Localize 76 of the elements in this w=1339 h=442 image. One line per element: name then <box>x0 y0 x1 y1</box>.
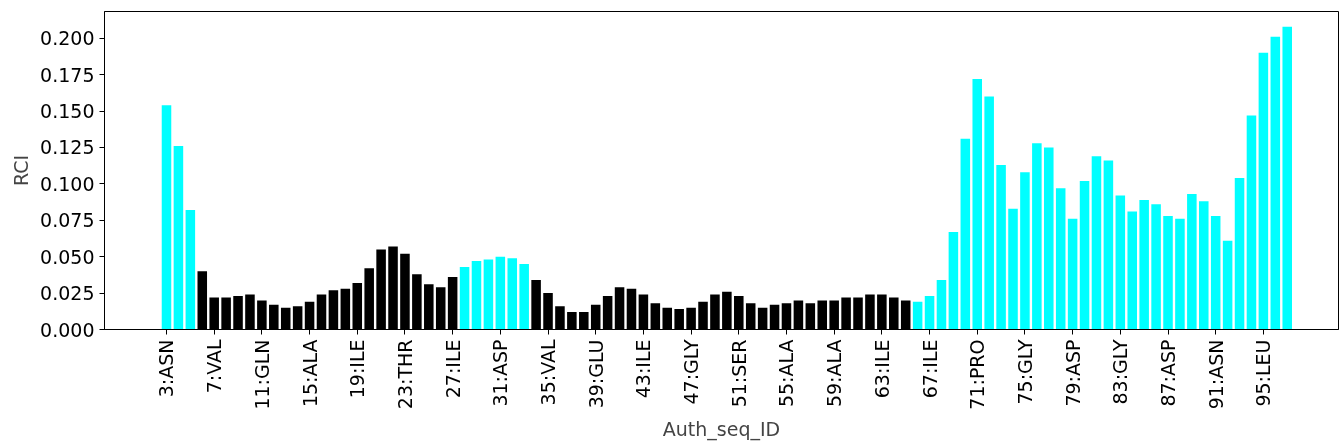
y-tick-label: 0.050 <box>40 245 95 268</box>
x-tick-label: 59:ALA <box>823 339 846 408</box>
x-tick-label: 75:GLY <box>1013 339 1036 405</box>
x-tick-label: 51:SER <box>727 339 750 408</box>
bar <box>1282 26 1292 330</box>
y-tick-label: 0.175 <box>40 63 95 86</box>
x-tick-label: 27:ILE <box>441 339 464 399</box>
x-tick-label: 39:GLU <box>584 339 607 409</box>
bar <box>1270 36 1281 330</box>
bar <box>1103 160 1114 330</box>
y-tick-label: 0.100 <box>40 172 95 195</box>
x-tick-label: 15:ALA <box>298 339 321 408</box>
bar <box>471 261 482 330</box>
x-tick-label: 91:ASN <box>1204 339 1227 410</box>
x-tick-label: 7:VAL <box>203 339 226 394</box>
bar <box>1199 201 1209 330</box>
bar <box>1008 208 1018 330</box>
bar <box>1139 199 1149 330</box>
bar <box>1044 147 1054 330</box>
bar <box>507 258 518 330</box>
bar <box>1032 143 1042 330</box>
bar <box>185 210 196 330</box>
x-tick-label: 23:THR <box>393 339 416 410</box>
x-tick-label: 31:ASP <box>489 339 512 407</box>
y-tick-label: 0.075 <box>40 209 95 232</box>
y-tick-label: 0.125 <box>40 136 95 159</box>
x-tick-label: 43:ILE <box>632 339 655 399</box>
y-tick-label: 0.000 <box>40 318 95 341</box>
bar <box>1234 178 1245 330</box>
bar <box>948 231 959 330</box>
x-tick-label: 19:ILE <box>346 339 369 399</box>
x-tick-label: 55:ALA <box>775 339 798 408</box>
bar <box>1163 215 1173 330</box>
bar <box>519 263 529 330</box>
bar <box>924 296 935 330</box>
bar <box>984 96 994 330</box>
x-tick-label: 71:PRO <box>966 339 989 410</box>
y-tick-label: 0.200 <box>40 27 95 50</box>
x-tick-label: 47:GLY <box>680 339 703 405</box>
bar <box>1222 240 1233 330</box>
bar <box>1258 52 1269 330</box>
bar <box>1079 180 1090 330</box>
x-tick-label: 79:ASP <box>1061 339 1084 407</box>
bar <box>996 164 1006 330</box>
bar <box>1187 194 1197 330</box>
bar <box>1091 156 1102 330</box>
bar <box>936 279 947 330</box>
bar <box>459 266 470 330</box>
x-tick-label: 95:LEU <box>1252 339 1275 407</box>
x-tick-label: 67:ILE <box>918 339 941 399</box>
bar <box>1175 218 1185 330</box>
bar <box>912 301 923 330</box>
bar <box>1210 215 1221 330</box>
bar <box>960 138 971 330</box>
bar <box>1055 188 1066 330</box>
x-tick-label: 83:GLY <box>1109 339 1132 405</box>
bar <box>495 256 506 330</box>
bar <box>1115 195 1126 330</box>
y-axis-title: RCI <box>10 154 33 187</box>
bar <box>1246 115 1257 330</box>
bar <box>1127 211 1138 330</box>
x-tick-label: 63:ILE <box>870 339 893 399</box>
bar <box>483 259 494 330</box>
x-tick-label: 3:ASN <box>155 339 178 398</box>
bar <box>173 146 184 330</box>
bar <box>972 79 983 330</box>
y-tick-label: 0.025 <box>40 282 95 305</box>
bar <box>161 105 172 330</box>
x-axis-title: Auth_seq_ID <box>662 417 781 441</box>
bar <box>1151 204 1161 330</box>
bar <box>1020 172 1030 330</box>
bar <box>1067 218 1078 330</box>
x-tick-label: 87:ASP <box>1157 339 1180 407</box>
x-tick-label: 11:GLN <box>250 339 273 410</box>
x-tick-label: 35:VAL <box>537 339 560 406</box>
y-tick-label: 0.150 <box>40 100 95 123</box>
